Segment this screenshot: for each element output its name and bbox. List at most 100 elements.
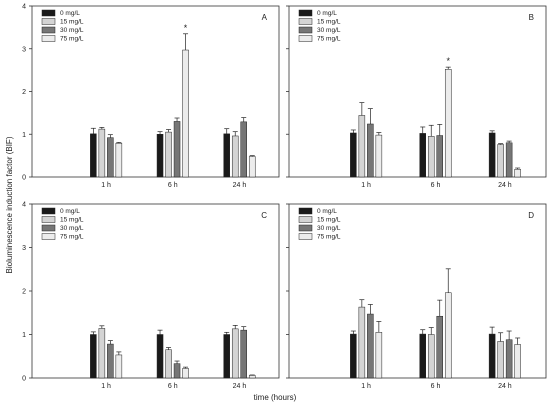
y-tick-label: 2 [22,89,26,96]
legend-label: 30 mg/L [60,27,84,34]
bar [223,133,230,178]
x-tick-label: 24 h [233,383,247,390]
y-tick-label: 1 [22,332,26,339]
legend-swatch [298,216,313,223]
x-tick-label: 1 h [361,383,371,390]
bar [98,128,106,178]
bar [427,136,435,178]
bar [107,343,114,379]
bar [375,332,383,379]
chart-panel-d: D 1 h 6 h 24 h 0 mg/L 15 mg/L30 mg/L 75 mg/L [286,203,547,390]
y-tick-label: 0 [22,376,26,383]
bar [182,368,189,379]
bar [497,341,504,379]
x-tick-label: 1 h [101,182,111,189]
bar [231,328,239,379]
y-axis-label: Bioluminescence induction factor (BIF) [5,136,14,273]
legend-label: 0 mg/L [317,10,337,17]
legend-swatch [298,35,313,42]
legend-label: 0 mg/L [60,10,80,17]
bar [358,115,366,178]
bar [98,328,106,379]
y-tick-label: 4 [22,4,26,11]
bar [90,133,97,178]
legend-label: 0 mg/L [60,208,80,215]
bar [367,313,374,379]
y-tick-label: 0 [22,175,26,182]
bar [367,123,374,178]
bar [165,131,172,178]
bar [115,142,123,178]
x-axis-label: time (hours) [253,393,297,402]
y-tick-label: 4 [22,202,26,209]
bar [358,306,366,379]
x-tick-label: 24 h [498,182,512,189]
panel-label: B [529,13,534,22]
legend-swatch [41,35,56,42]
bar [436,135,443,178]
legend-swatch [298,224,313,232]
legend-label: 15 mg/L [317,19,341,26]
significance-marker: * [184,23,188,33]
legend-label: 30 mg/L [317,225,341,232]
legend-label: 15 mg/L [60,217,84,224]
legend-swatch [41,207,56,215]
legend-swatch [41,18,56,25]
bar [419,133,426,178]
x-tick-label: 24 h [498,383,512,390]
bar [156,334,164,379]
x-tick-label: 6 h [431,182,441,189]
bar [223,334,230,379]
y-axis-label-text: Bioluminescence induction factor (BIF) [5,136,14,273]
bar [419,333,426,379]
x-tick-label: 24 h [233,182,247,189]
legend-label: 30 mg/L [60,225,84,232]
legend-swatch [298,26,313,34]
legend-label: 0 mg/L [317,208,337,215]
bar [427,334,435,379]
bar [444,292,452,379]
bar [514,169,521,178]
legend-swatch [298,18,313,25]
legend-label: 15 mg/L [317,217,341,224]
bar [90,334,97,379]
bar [505,339,513,379]
legend-swatch [41,224,56,232]
bar [488,333,496,379]
chart-panel-c: 0 1 2 3 4 C 1 h 6 h 24 h 0 mg/L 15 mg/L30 mg/L 75 m… [22,202,280,390]
bar [156,134,164,178]
bar [173,363,181,379]
bar [173,121,181,178]
panel-label: A [262,13,268,22]
x-tick-label: 1 h [361,182,371,189]
bar [115,354,123,379]
legend-label: 75 mg/L [60,36,84,43]
x-tick-label: 6 h [168,182,178,189]
bar [248,156,256,178]
legend-swatch [298,9,313,17]
legend-label: 75 mg/L [317,234,341,241]
bar [350,333,357,379]
x-tick-label: 6 h [431,383,441,390]
bar [240,121,247,178]
bar [514,344,521,379]
legend-label: 30 mg/L [317,27,341,34]
y-tick-label: 1 [22,132,26,139]
chart-panel-a: 0 1 2 3 4 A 1 h 6 h 24 h * 0 mg/L 15 mg/L30 mg/L 75 … [22,4,280,189]
bar [505,142,513,178]
x-tick-label: 1 h [101,383,111,390]
bar [231,135,239,178]
bar [497,144,504,178]
bar [107,137,114,178]
bar [488,132,496,178]
bar [350,132,357,178]
bar [165,349,172,379]
legend-label: 75 mg/L [317,36,341,43]
legend-swatch [298,207,313,215]
legend-swatch [41,26,56,34]
legend-swatch [298,233,313,240]
y-tick-label: 2 [22,289,26,296]
bar [182,49,189,178]
